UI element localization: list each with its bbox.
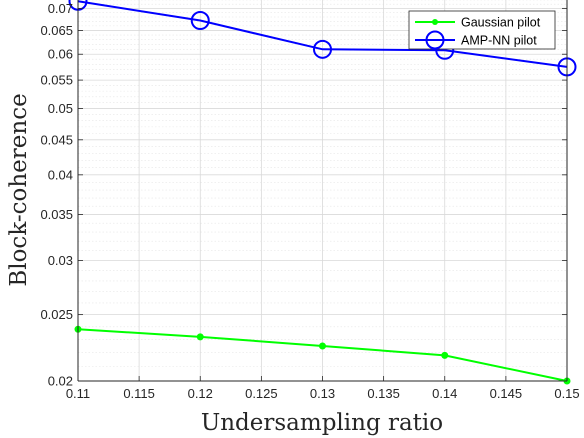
x-tick-label: 0.15 xyxy=(554,386,579,401)
y-tick-label: 0.07 xyxy=(48,1,73,16)
x-axis-label: Undersampling ratio xyxy=(201,410,443,436)
x-tick-label: 0.11 xyxy=(66,386,90,401)
x-tick-label: 0.13 xyxy=(310,386,335,401)
gaussian-pilot-marker xyxy=(441,351,449,359)
x-tick-label: 0.115 xyxy=(123,386,155,401)
y-tick-label: 0.045 xyxy=(40,132,73,147)
amp-nn-pilot-line xyxy=(77,0,568,68)
legend-box xyxy=(408,10,556,50)
y-tick-label: 0.03 xyxy=(48,253,73,268)
y-axis-label: Block-coherence xyxy=(6,93,32,286)
y-tick-labels: 0.02 0.025 0.03 0.035 0.04 0.045 0.05 0.055 0.06… xyxy=(40,1,73,389)
y-tick-label: 0.05 xyxy=(48,101,73,116)
y-tick-label: 0.04 xyxy=(48,167,73,182)
axes-frame xyxy=(77,0,568,382)
y-tick-label: 0.035 xyxy=(40,207,73,222)
y-tick-label: 0.02 xyxy=(48,374,73,389)
gaussian-pilot-marker xyxy=(319,342,326,350)
gaussian-pilot-marker xyxy=(196,333,204,341)
x-tick-label: 0.145 xyxy=(490,386,523,401)
x-tick-label: 0.14 xyxy=(432,386,457,401)
y-tick-label: 0.06 xyxy=(48,47,73,62)
x-tick-labels: 0.11 0.115 0.12 0.125 0.13 0.135 0.14 0.145 0.15 xyxy=(66,386,580,401)
amp-nn-pilot-marker xyxy=(313,39,332,59)
x-tick-label: 0.12 xyxy=(188,386,213,401)
y-tick-label: 0.025 xyxy=(40,307,73,322)
amp-nn-pilot-marker xyxy=(190,11,210,31)
x-tick-label: 0.125 xyxy=(245,386,278,401)
legend-amp-nn-pilot-label: AMP-NN pilot xyxy=(461,34,537,48)
legend-amp-nn-pilot-marker xyxy=(425,30,445,50)
y-tick-label: 0.065 xyxy=(40,23,73,38)
y-tick-label: 0.055 xyxy=(40,73,73,88)
legend-gaussian-pilot-label: Gaussian pilot xyxy=(461,16,541,30)
x-tick-label: 0.135 xyxy=(367,386,400,401)
legend: Gaussian pilot AMP-NN pilot xyxy=(408,10,556,50)
legend-gaussian-pilot-marker xyxy=(432,19,438,25)
